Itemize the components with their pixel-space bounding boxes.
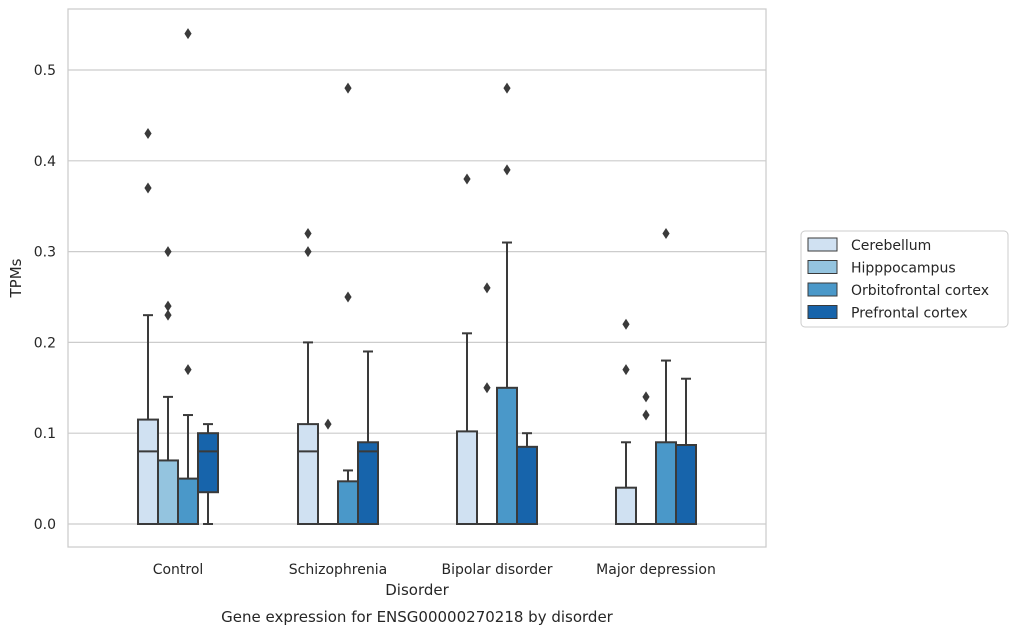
box-body — [297, 423, 319, 525]
legend-label: Cerebellum — [851, 238, 931, 254]
box-body — [456, 430, 478, 525]
x-tick-label: Control — [153, 562, 204, 578]
outlier-point — [164, 309, 172, 321]
legend-frame — [800, 230, 1009, 328]
box-hipppocampus — [477, 282, 497, 525]
y-axis-label: TPMs — [7, 258, 25, 298]
y-tick-label: 0.1 — [34, 426, 56, 442]
box-body — [496, 386, 518, 525]
x-tick-label: Schizophrenia — [289, 562, 387, 578]
box-body — [337, 480, 359, 526]
box-prefrontal-cortex — [675, 377, 697, 525]
legend-label: Hipppocampus — [851, 261, 956, 277]
box-body — [137, 418, 159, 525]
box-orbitofrontal-cortex — [337, 82, 359, 526]
legend-label: Prefrontal cortex — [851, 306, 968, 322]
x-tick-label: Bipolar disorder — [441, 562, 552, 578]
legend-swatch — [807, 237, 838, 252]
legend-label: Orbitofrontal cortex — [851, 283, 989, 299]
outlier-point — [503, 164, 511, 176]
outlier-point — [483, 382, 491, 394]
box-prefrontal-cortex — [197, 423, 219, 525]
y-tick-label: 0.3 — [34, 245, 56, 261]
box-orbitofrontal-cortex — [655, 227, 677, 525]
legend: Cerebellum Hipppocampus Orbitofrontal cort… — [800, 230, 1009, 328]
outlier-point — [144, 128, 152, 140]
outlier-point — [304, 227, 312, 239]
box-cerebellum — [615, 318, 637, 525]
box-body — [357, 441, 379, 525]
outlier-point — [483, 282, 491, 294]
box-cerebellum — [297, 227, 319, 525]
box-body — [197, 432, 219, 494]
box-body — [675, 444, 697, 525]
x-tick-label: Major depression — [596, 562, 716, 578]
box-body — [655, 441, 677, 525]
outlier-point — [503, 82, 511, 94]
legend-swatch — [807, 282, 838, 297]
legend-swatch — [807, 305, 838, 319]
outlier-point — [164, 300, 172, 312]
box-prefrontal-cortex — [357, 350, 379, 525]
outlier-point — [662, 227, 670, 239]
outlier-point — [304, 246, 312, 258]
box-cerebellum — [456, 173, 478, 525]
outlier-point — [622, 318, 630, 330]
box-prefrontal-cortex — [516, 432, 538, 526]
box-body — [177, 477, 199, 526]
box-hipppocampus — [636, 391, 656, 525]
outlier-point — [184, 364, 192, 376]
y-tick-label: 0.5 — [34, 63, 56, 79]
outlier-point — [622, 364, 630, 376]
box-hipppocampus — [318, 418, 338, 525]
box-hipppocampus — [157, 246, 179, 526]
outlier-point — [344, 82, 352, 94]
x-tick-labels: Control Schizophrenia Bipolar disorder Majo… — [153, 562, 716, 578]
outlier-point — [463, 173, 471, 185]
outlier-point — [164, 246, 172, 258]
y-tick-label: 0.4 — [34, 154, 56, 170]
legend-swatch — [807, 260, 838, 274]
outlier-point — [642, 409, 650, 421]
outlier-point — [324, 418, 332, 430]
box-body — [157, 459, 179, 526]
box-plots — [137, 28, 697, 526]
box-body — [615, 486, 637, 525]
plot-frame — [67, 8, 767, 548]
outlier-point — [642, 391, 650, 403]
box-orbitofrontal-cortex — [177, 28, 199, 526]
box-body — [516, 445, 538, 526]
y-tick-label: 0.0 — [34, 517, 56, 533]
x-axis-label: Disorder — [385, 581, 449, 599]
chart-caption: Gene expression for ENSG00000270218 by d… — [221, 608, 614, 626]
y-tick-label: 0.2 — [34, 335, 56, 351]
box-cerebellum — [137, 128, 159, 525]
box-orbitofrontal-cortex — [496, 82, 518, 525]
outlier-point — [344, 291, 352, 303]
y-tick-labels: 0.0 0.1 0.2 0.3 0.4 0.5 — [34, 63, 56, 533]
outlier-point — [144, 182, 152, 194]
outlier-point — [184, 28, 192, 40]
